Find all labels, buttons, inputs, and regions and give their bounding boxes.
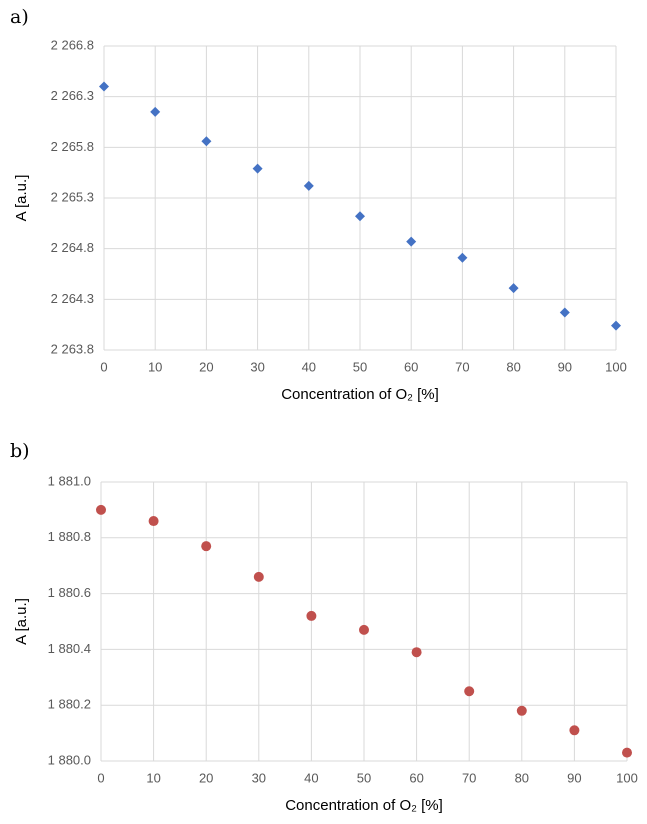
point: [148, 516, 159, 527]
x-tick-label: 60: [409, 770, 423, 785]
point: [253, 571, 264, 582]
x-tick-label: 0: [97, 770, 104, 785]
x-tick-label: 60: [404, 359, 418, 374]
x-tick-label: 40: [304, 770, 318, 785]
x-tick-label: 40: [302, 359, 316, 374]
point: [457, 252, 468, 263]
y-tick-label: 2 263.8: [51, 341, 94, 356]
y-tick-label: 1 880.8: [48, 529, 91, 544]
point: [359, 624, 369, 635]
point: [508, 283, 519, 294]
x-tick-label: 100: [605, 359, 627, 374]
y-tick-label: 2 264.8: [51, 240, 94, 255]
y-tick-label: 2 266.3: [51, 88, 94, 103]
panel-label: b): [10, 440, 30, 462]
y-tick-label: 2 264.3: [51, 291, 94, 306]
x-tick-label: 90: [558, 359, 572, 374]
point: [406, 236, 417, 247]
x-axis-title: Concentration of O₂ [%]: [281, 386, 439, 403]
point: [99, 81, 109, 92]
y-tick-label: 2 266.8: [51, 37, 94, 52]
y-tick-label: 1 880.0: [48, 752, 91, 767]
x-tick-label: 10: [148, 359, 162, 374]
point: [464, 686, 475, 697]
y-tick-label: 1 881.0: [48, 473, 91, 488]
x-tick-label: 30: [250, 359, 264, 374]
point: [411, 647, 422, 658]
x-tick-label: 50: [353, 359, 367, 374]
x-tick-label: 50: [357, 770, 371, 785]
x-tick-label: 20: [199, 359, 213, 374]
y-tick-label: 1 880.2: [48, 697, 91, 712]
x-axis-title: Concentration of O₂ [%]: [285, 797, 443, 814]
y-tick-label: 1 880.4: [48, 641, 91, 656]
y-tick-label: 2 265.8: [51, 139, 94, 154]
point: [355, 211, 365, 222]
point: [559, 307, 570, 318]
x-tick-label: 10: [146, 770, 160, 785]
x-tick-label: 30: [252, 770, 266, 785]
point: [306, 610, 317, 621]
point: [201, 136, 212, 147]
x-tick-label: 80: [515, 770, 529, 785]
y-tick-label: 1 880.6: [48, 585, 91, 600]
point: [252, 163, 263, 174]
point: [622, 747, 632, 758]
point: [303, 180, 314, 191]
point: [150, 106, 161, 117]
x-tick-label: 90: [567, 770, 581, 785]
y-tick-label: 2 265.3: [51, 189, 94, 204]
point: [96, 504, 106, 515]
x-tick-label: 0: [100, 359, 107, 374]
point: [611, 320, 621, 331]
point: [569, 725, 580, 736]
y-axis-title: A [a.u.]: [13, 598, 30, 645]
x-tick-label: 80: [506, 359, 520, 374]
x-tick-label: 70: [455, 359, 469, 374]
x-tick-label: 20: [199, 770, 213, 785]
x-tick-label: 70: [462, 770, 476, 785]
point: [516, 705, 527, 716]
point: [201, 541, 212, 552]
panel-label: a): [10, 6, 29, 28]
x-tick-label: 100: [616, 770, 638, 785]
y-axis-title: A [a.u.]: [13, 175, 30, 222]
